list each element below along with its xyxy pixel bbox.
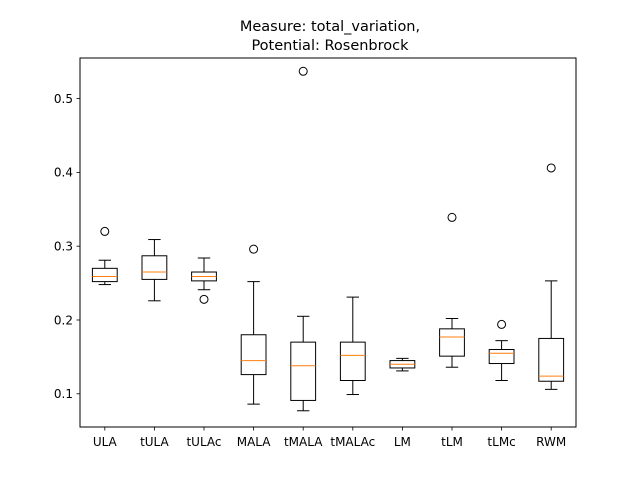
plot-frame [79, 57, 577, 428]
flier-point [546, 163, 556, 173]
x-tick-label: tLMc [487, 435, 515, 449]
chart-title-line-1: Measure: total_variation, [240, 19, 420, 35]
x-tick-label: LM [394, 435, 411, 449]
box-tLMc [488, 319, 515, 382]
x-tick-label: tMALAc [330, 435, 375, 449]
flier-point [249, 244, 259, 254]
box-ULA [91, 226, 118, 286]
x-tick-label: tLM [441, 435, 463, 449]
x-tick-label: RWM [536, 435, 566, 449]
box-tLM [439, 212, 465, 368]
plot-layer [91, 66, 565, 412]
x-tick-label: tMALA [284, 435, 323, 449]
box-RWM [538, 163, 565, 390]
box-iqr [240, 334, 267, 376]
flier-point [199, 294, 209, 304]
flier-point [298, 66, 308, 76]
box-MALA [240, 244, 267, 405]
y-tick-label: 0.2 [54, 313, 73, 327]
box-iqr [538, 337, 565, 382]
box-iqr [290, 341, 317, 401]
box-LM [389, 357, 416, 372]
flier-point [497, 319, 507, 329]
x-tick-label: ULA [93, 435, 118, 449]
box-tULA [141, 239, 168, 302]
box-iqr [488, 349, 515, 365]
flier-point [100, 226, 110, 236]
x-tick-label: MALA [237, 435, 272, 449]
box-tMALAc [339, 296, 366, 396]
y-tick-label: 0.1 [54, 387, 73, 401]
x-axis: ULA tULA tULAc MALA tMALA tMALAc LM tLM tLMc RWM [93, 427, 566, 449]
y-tick-label: 0.3 [54, 239, 73, 253]
box-iqr [91, 267, 118, 283]
box-tULAc [191, 257, 217, 304]
y-tick-label: 0.4 [54, 166, 73, 180]
chart-title-line-2: Potential: Rosenbrock [251, 38, 409, 54]
y-tick-label: 0.5 [54, 92, 73, 106]
x-tick-label: tULAc [186, 435, 221, 449]
y-axis: 0.1 0.2 0.3 0.4 0.5 [54, 92, 80, 401]
flier-point [447, 212, 457, 222]
box-iqr [141, 255, 168, 280]
box-tMALA [290, 66, 317, 412]
box-iqr [439, 328, 465, 357]
x-tick-label: tULA [140, 435, 169, 449]
box-iqr [339, 341, 366, 382]
